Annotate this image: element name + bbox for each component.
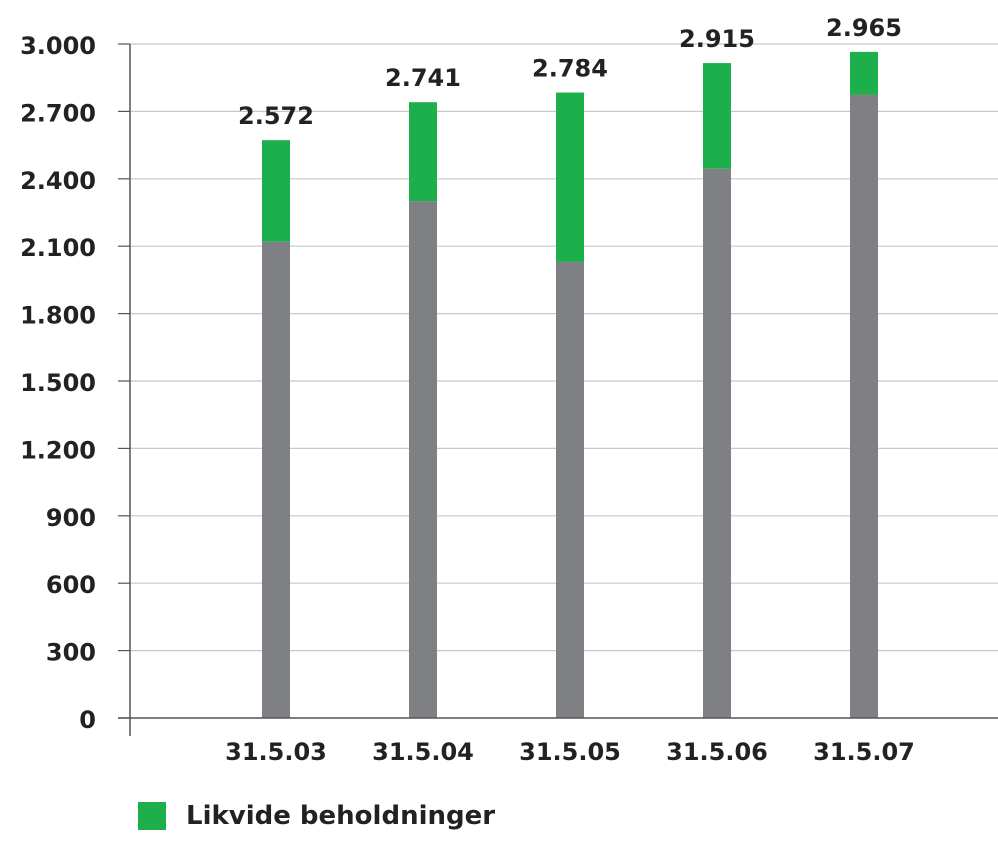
x-tick-label: 31.5.07 — [813, 738, 915, 766]
x-tick-label: 31.5.06 — [666, 738, 768, 766]
bars — [262, 51, 878, 719]
bar-segment-likvide — [262, 140, 290, 242]
bar-segment-base — [850, 94, 878, 719]
legend-swatch-likvide — [138, 802, 166, 830]
y-tick-label: 3.000 — [20, 32, 96, 60]
axes — [118, 43, 998, 736]
y-tick-label: 300 — [46, 639, 96, 667]
labels: 0 300 600 900 1.200 1.500 1.800 2.100 2.400 2.700… — [20, 14, 915, 766]
bar-segment-base — [262, 241, 290, 718]
bar-segment-likvide — [409, 102, 437, 202]
legend: Likvide beholdninger — [138, 796, 495, 836]
bar-segment-likvide — [850, 51, 878, 95]
x-tick-label: 31.5.04 — [372, 738, 474, 766]
y-tick-label: 1.200 — [20, 436, 96, 464]
y-tick-label: 2.700 — [20, 99, 96, 127]
y-tick-label: 2.100 — [20, 234, 96, 262]
total-label: 2.915 — [679, 25, 755, 53]
total-label: 2.572 — [238, 102, 314, 130]
y-tick-label: 600 — [46, 571, 96, 599]
x-tick-label: 31.5.03 — [225, 738, 327, 766]
legend-label-likvide: Likvide beholdninger — [186, 801, 496, 831]
bar-segment-base — [409, 201, 437, 718]
bar-segment-likvide — [703, 63, 731, 169]
y-tick-label: 2.400 — [20, 167, 96, 195]
bar-segment-base — [556, 261, 584, 718]
total-label: 2.741 — [385, 64, 461, 92]
y-tick-label: 1.500 — [20, 369, 96, 397]
y-tick-label: 900 — [46, 504, 96, 532]
y-tick-label: 1.800 — [20, 302, 96, 330]
bar-segment-likvide — [556, 92, 584, 262]
x-tick-label: 31.5.05 — [519, 738, 621, 766]
y-tick-label: 0 — [79, 706, 96, 734]
total-label: 2.965 — [826, 14, 902, 42]
chart-canvas: 0 300 600 900 1.200 1.500 1.800 2.100 2.400 2.700… — [20, 14, 998, 766]
total-label: 2.784 — [532, 55, 608, 83]
bar-segment-base — [703, 168, 731, 718]
